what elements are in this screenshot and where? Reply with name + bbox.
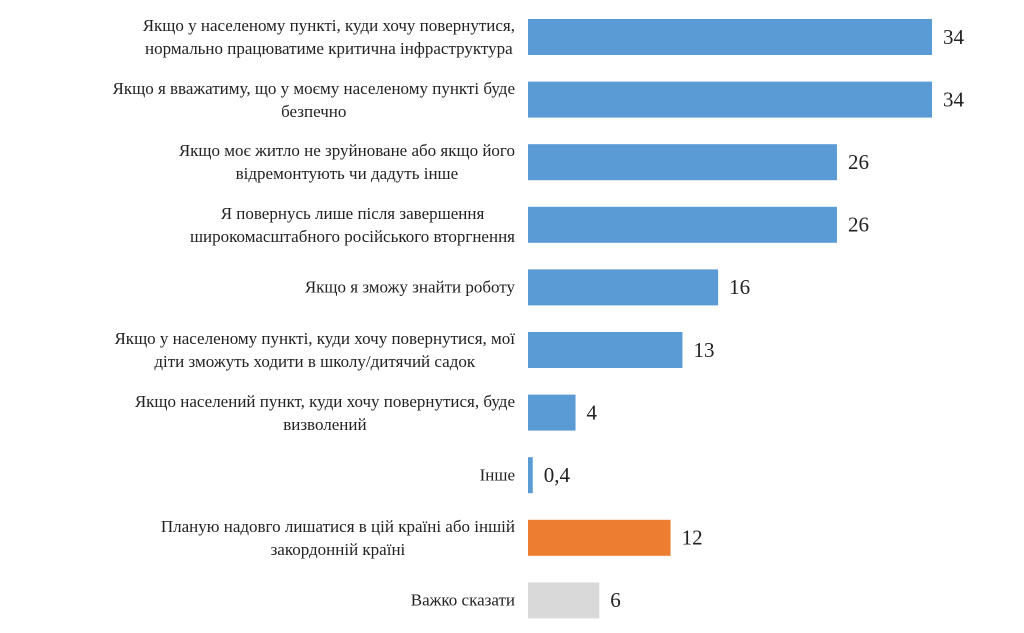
category-label: Важко сказати (410, 590, 515, 610)
value-label: 12 (682, 526, 703, 550)
value-label: 34 (943, 87, 965, 111)
value-label: 13 (693, 338, 714, 362)
category-label: Якщо у населеному пункті, куди хочу пове… (114, 329, 515, 371)
value-label: 34 (943, 25, 965, 49)
bar (528, 457, 533, 494)
bar (528, 19, 932, 55)
category-label: Якщо моє житло не зруйноване або якщо йо… (178, 141, 515, 184)
value-label: 4 (587, 400, 598, 424)
bar (528, 144, 837, 181)
value-label: 26 (848, 213, 869, 237)
bar (528, 519, 671, 556)
category-label: Планую надовго лишатися в цій країні або… (160, 516, 515, 559)
bar (528, 582, 600, 619)
category-label: Я повернусь лише після завершення широко… (189, 203, 515, 246)
value-label: 26 (848, 150, 869, 174)
bar (528, 332, 683, 368)
bar (528, 394, 576, 431)
bar (528, 81, 932, 118)
bar (528, 269, 719, 306)
value-label: 6 (610, 588, 621, 612)
value-label: 16 (729, 275, 750, 299)
category-label: Якщо я вважатиму, що у моєму населеному … (112, 78, 515, 121)
category-label: Інше (479, 465, 515, 485)
category-label: Якщо у населеному пункті, куди хочу пове… (142, 16, 515, 58)
bar (528, 206, 837, 243)
category-label: Якщо населений пункт, куди хочу повернут… (134, 391, 515, 434)
value-label: 0,4 (544, 463, 571, 487)
category-label: Якщо я зможу знайти роботу (304, 277, 515, 297)
